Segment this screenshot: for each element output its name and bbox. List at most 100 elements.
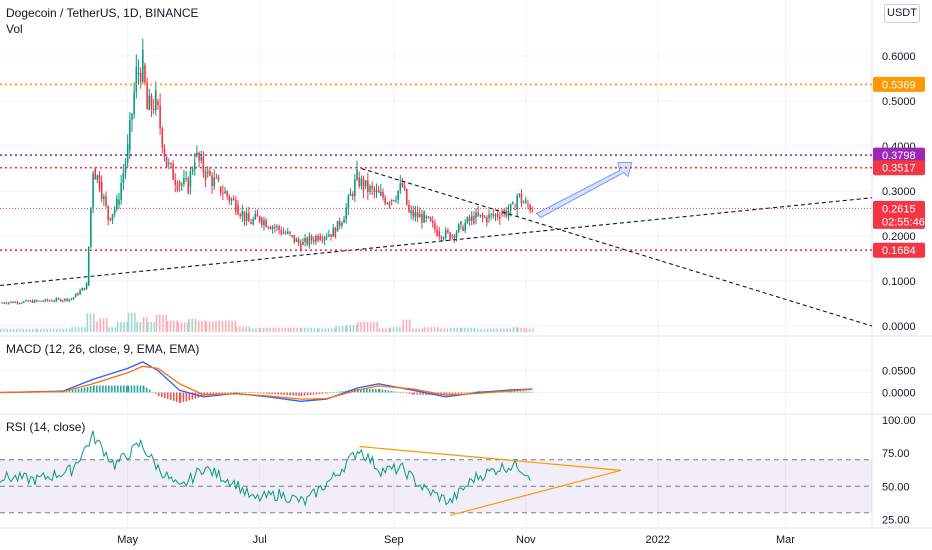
volume-bar [166,320,169,332]
volume-bar [139,321,142,332]
price-tick-label: 0.0000 [882,321,916,333]
trendline-support [0,197,873,287]
macd-histogram-bar [434,392,436,396]
volume-bar [318,328,320,332]
candle-body [66,298,68,301]
volume-bar [96,321,98,332]
candle-body [518,193,521,196]
volume-bar [43,328,45,332]
candle-body [122,172,125,183]
candle-body [133,91,135,114]
volume-bar [327,328,330,332]
candle-body [79,290,81,295]
candle-body [77,293,79,295]
macd-histogram-bar [324,392,327,394]
macd-histogram-bar [200,392,203,397]
candle-body [499,217,501,219]
macd-histogram-bar [86,386,89,393]
candle-body [180,183,183,186]
volume-bar [108,327,110,332]
macd-histogram-bar [422,392,424,395]
macd-histogram-bar [145,387,148,393]
volume-bar [307,327,309,332]
candle-body [20,302,23,304]
candle-body [509,203,512,211]
volume-bar [49,328,52,332]
volume-bar [120,321,122,332]
price-tick-label: 0.1000 [882,276,916,288]
candle-body [271,226,274,230]
price-pill-label: 0.3798 [882,150,916,162]
price-pill [873,160,925,176]
candle-body [150,95,153,109]
candle-body [373,188,376,192]
candle-body [261,218,263,225]
candle-body [451,235,454,237]
candle-body [470,216,473,221]
volume-bar [525,328,528,332]
macd-histogram-bar [413,392,415,395]
candle-body [380,191,382,196]
candle-body [479,214,482,216]
macd-histogram-bar [443,392,445,396]
macd-histogram-bar [375,389,377,393]
candle-body [5,303,8,305]
volume-bar [464,327,466,332]
volume-bar [84,327,86,332]
macd-histogram-bar [277,392,279,395]
candle-body [222,192,224,194]
macd-histogram-bar [463,392,466,393]
macd-histogram-bar [384,389,387,393]
candle-body [477,212,479,216]
candle-body [111,213,114,221]
candle-body [12,301,14,303]
candle-body [343,218,345,223]
macd-histogram-bar [179,392,182,403]
candle-body [118,199,120,205]
candle-body [14,301,16,303]
volume-bar [248,328,251,332]
volume-bar [517,327,519,332]
macd-histogram-bar [274,392,276,395]
volume-bar [516,327,518,332]
volume-bar [338,326,341,332]
volume-bar [0,328,2,332]
candle-body [291,235,293,237]
volume-bar [352,324,355,332]
volume-bar [408,319,411,332]
candle-body [464,223,467,231]
macd-histogram-bar [454,392,457,395]
macd-histogram-bar [469,392,472,393]
volume-bar [68,328,71,332]
macd-histogram-bar [408,392,411,394]
candle-body [224,191,226,194]
candle-body [375,190,378,192]
symbol-title: Dogecoin / TetherUS, 1D, BINANCE [6,6,199,20]
currency-button[interactable]: USDT [884,4,920,23]
candle-body [527,204,529,206]
candle-body [321,239,324,241]
macd-histogram-bar [108,385,110,393]
volume-bar [421,328,424,332]
candle-body [276,226,278,228]
candle-body [323,237,326,241]
macd-histogram-bar [516,391,519,393]
candle-body [442,237,445,239]
candle-body [202,156,205,173]
macd-histogram-bar [378,389,381,393]
volume-bar [191,318,194,332]
macd-histogram-bar [136,385,139,393]
macd-histogram-bar [286,392,288,396]
candle-body [90,207,92,247]
candle-body [219,186,222,193]
rsi-pane [0,430,872,516]
macd-histogram-bar [224,392,226,394]
price-pill-label: 0.5369 [882,79,916,91]
candle-body [356,169,358,180]
price-tick-label: 0.2000 [882,231,916,243]
volume-bar [402,319,405,332]
volume-bar [477,329,479,332]
volume-bar [22,328,24,332]
candle-body [226,191,228,197]
